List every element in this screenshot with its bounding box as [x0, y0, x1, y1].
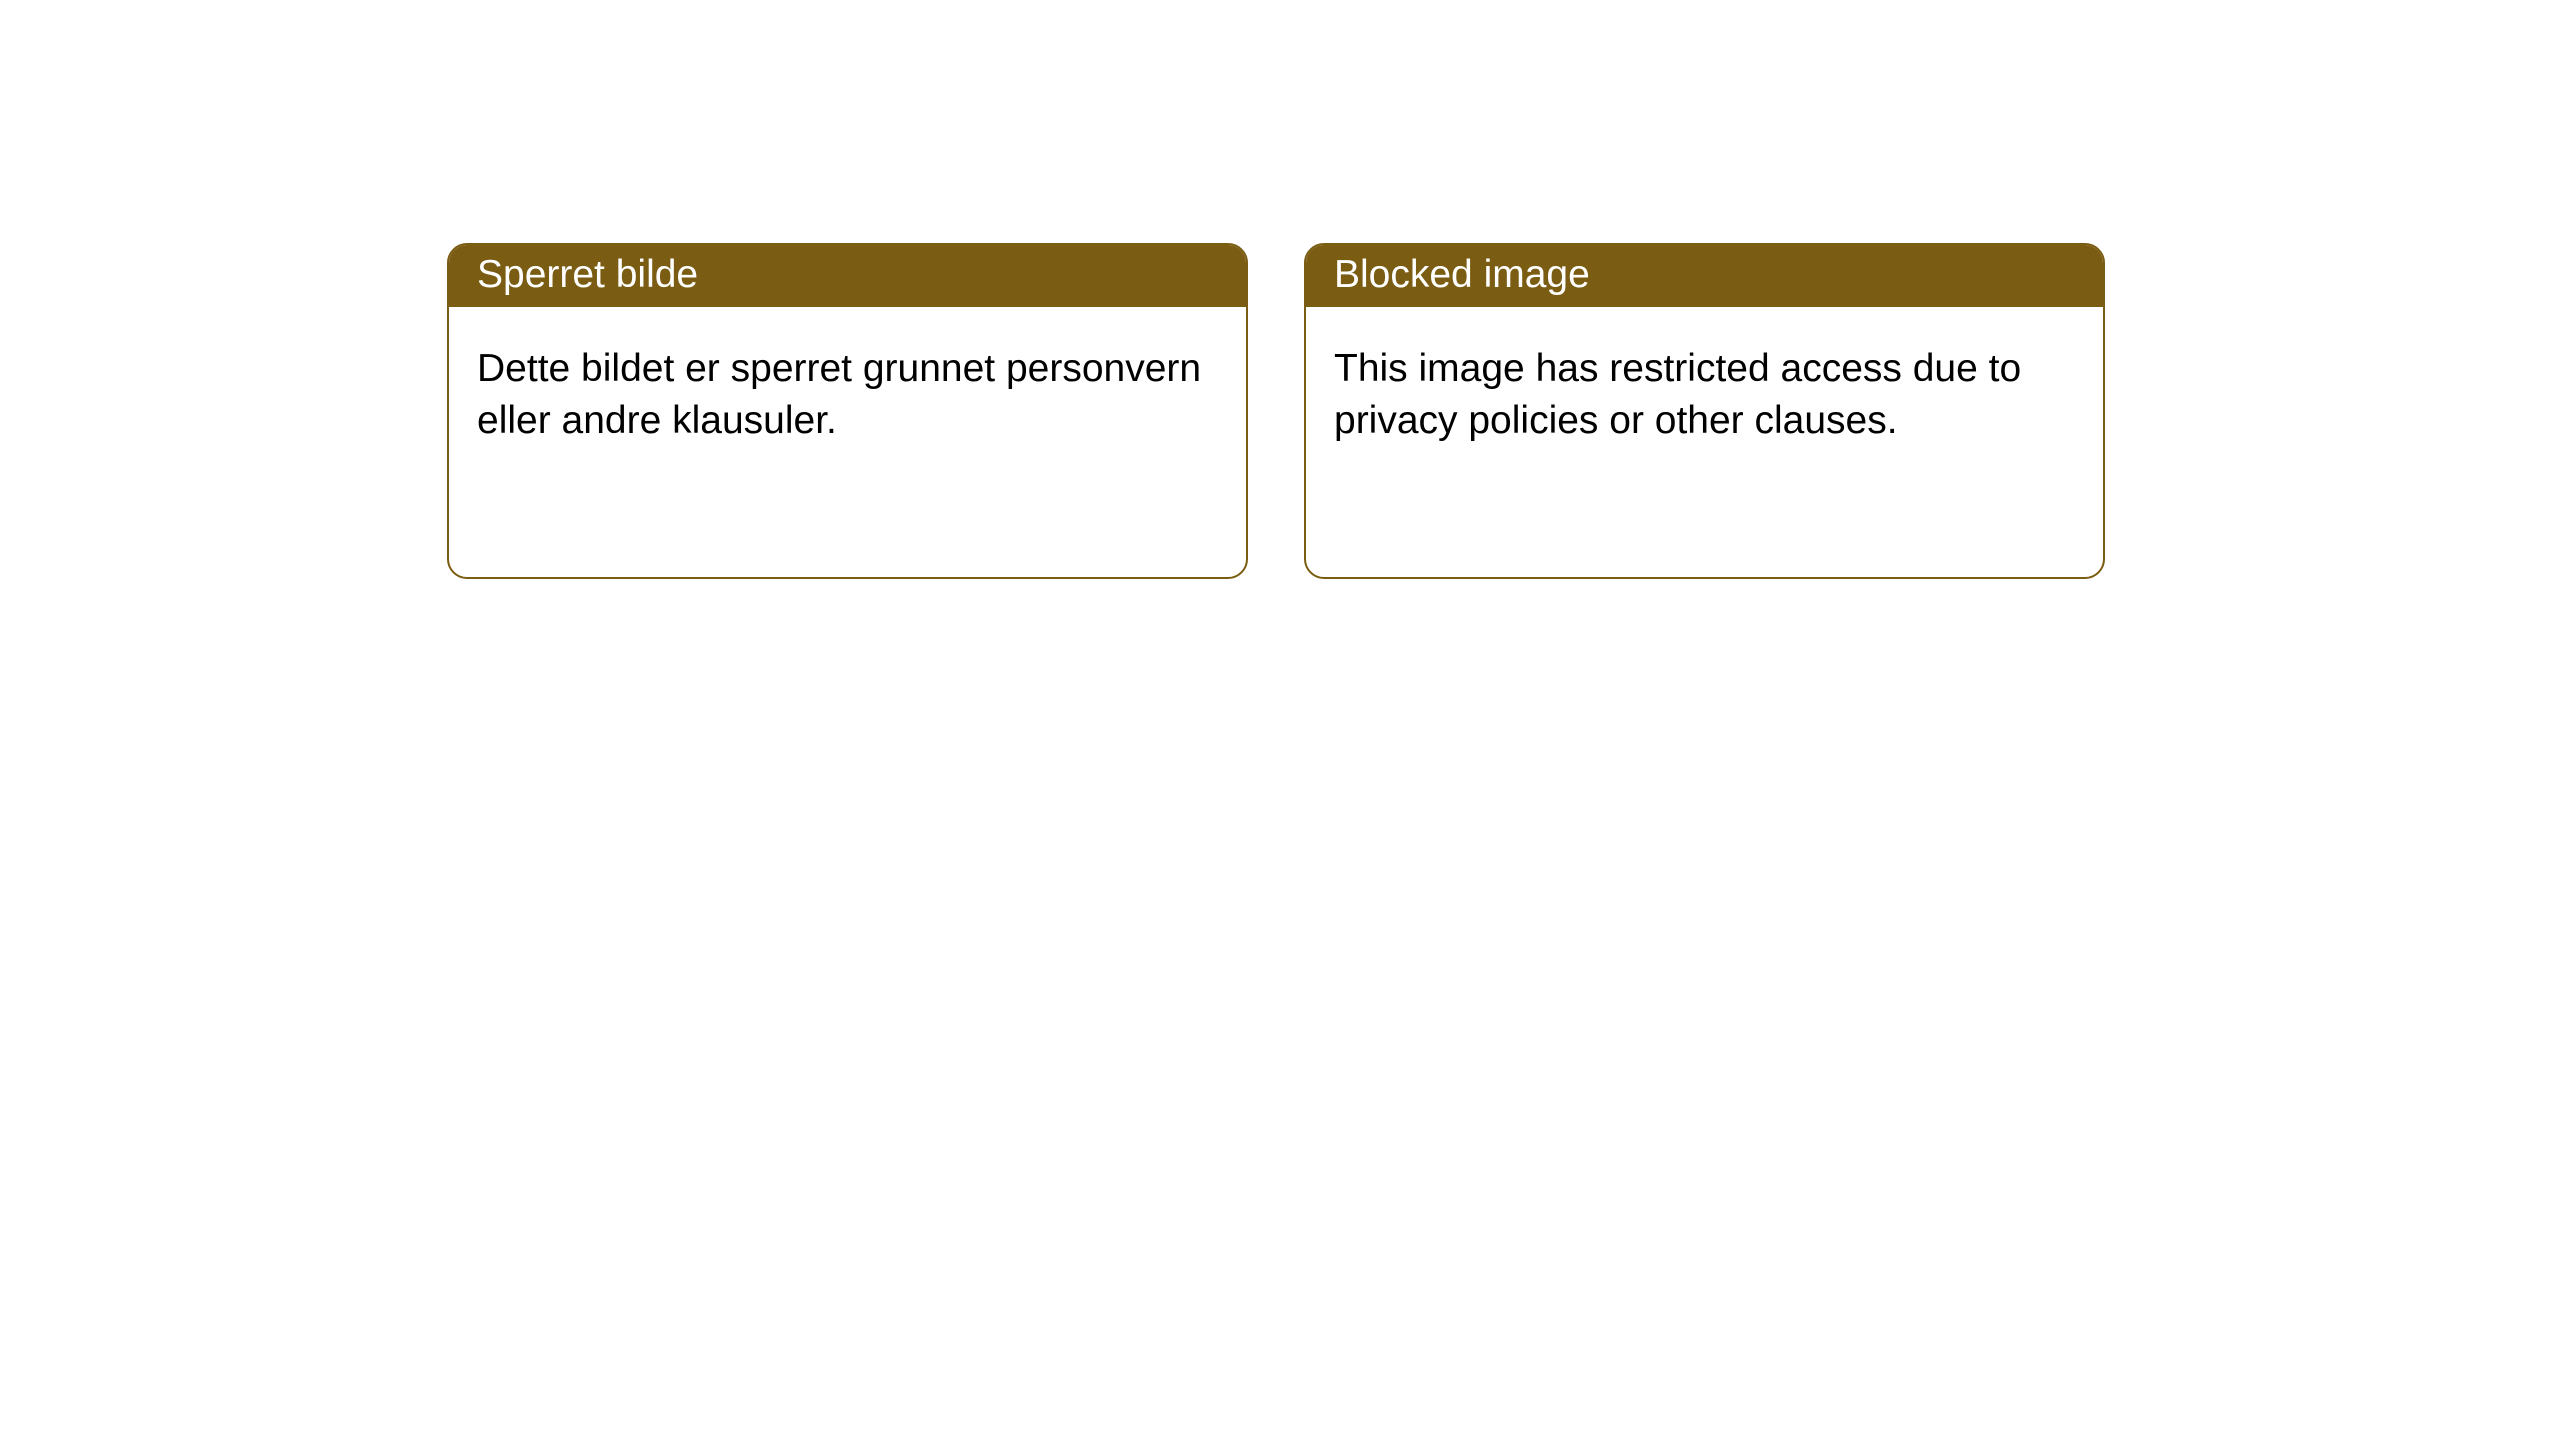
notice-body: Dette bildet er sperret grunnet personve…	[449, 307, 1246, 475]
notice-header: Sperret bilde	[449, 245, 1246, 307]
notice-card-english: Blocked image This image has restricted …	[1304, 243, 2105, 579]
notice-body: This image has restricted access due to …	[1306, 307, 2103, 475]
notice-container: Sperret bilde Dette bildet er sperret gr…	[0, 0, 2560, 579]
notice-card-norwegian: Sperret bilde Dette bildet er sperret gr…	[447, 243, 1248, 579]
notice-header: Blocked image	[1306, 245, 2103, 307]
